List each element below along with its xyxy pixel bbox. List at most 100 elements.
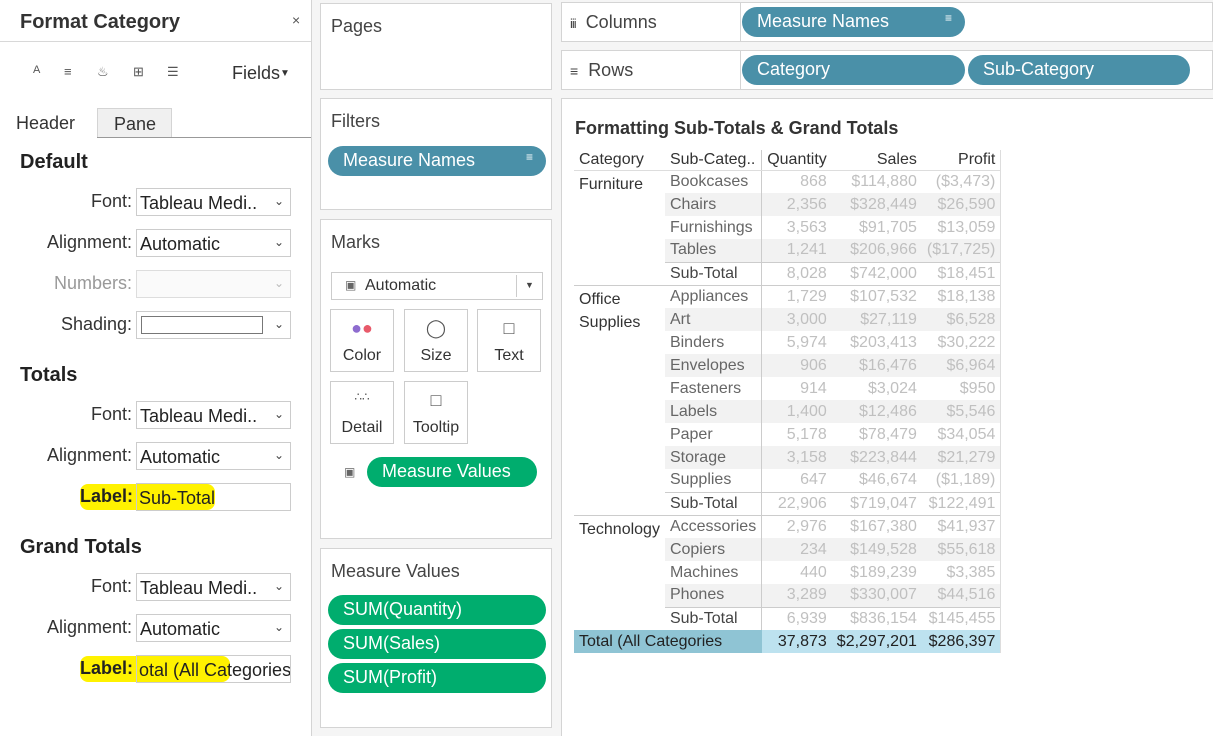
totals-alignment-select[interactable]: Automatic ⌄	[136, 442, 291, 470]
value-cell[interactable]: ($3,473)	[921, 170, 1002, 193]
value-cell[interactable]: $18,138	[921, 284, 1002, 308]
value-cell[interactable]: 906	[761, 354, 832, 377]
value-cell[interactable]: 3,289	[761, 584, 832, 607]
value-cell[interactable]: $114,880	[851, 172, 917, 190]
value-cell[interactable]: ($17,725)	[921, 239, 1002, 262]
value-cell[interactable]: $742,000	[831, 261, 922, 285]
value-cell[interactable]: 6,939	[761, 606, 832, 630]
value-cell[interactable]: $203,413	[850, 333, 917, 351]
rows-pill-category[interactable]: Category	[742, 55, 965, 85]
tooltip-button[interactable]: □ Tooltip	[404, 381, 468, 444]
value-cell[interactable]: $5,546	[921, 400, 1002, 423]
sub-category-cell[interactable]: Labels	[664, 400, 763, 423]
value-cell[interactable]: $206,966	[831, 239, 922, 262]
value-cell[interactable]: $27,119	[831, 308, 922, 331]
category-cell[interactable]: Technology	[574, 514, 665, 630]
value-cell[interactable]: $3,024	[867, 379, 917, 397]
pill-sum-quantity[interactable]: SUM(Quantity)	[328, 595, 546, 625]
value-cell[interactable]: $6,964	[921, 354, 1002, 377]
grand-totals-label-input[interactable]: otal (All Categories	[136, 655, 291, 683]
mark-type-select[interactable]: ▣ Automatic ▼	[331, 272, 543, 300]
rows-shelf[interactable]: ≡ Rows Category Sub-Category	[561, 50, 1213, 90]
sub-category-cell[interactable]: Chairs	[664, 193, 763, 216]
sub-category-cell[interactable]: Fasteners	[664, 377, 763, 400]
value-cell[interactable]: $149,528	[831, 538, 922, 561]
value-cell[interactable]: $41,937	[921, 514, 1002, 538]
value-cell[interactable]: $34,054	[921, 423, 1002, 446]
sub-category-cell[interactable]: Bookcases	[664, 170, 763, 193]
tab-header[interactable]: Header	[0, 108, 97, 138]
value-cell[interactable]: $46,674	[859, 471, 917, 489]
value-cell[interactable]: 1,241	[761, 239, 832, 262]
value-cell[interactable]: 914	[800, 379, 827, 397]
sub-category-cell[interactable]: Art	[664, 308, 763, 331]
tab-pane[interactable]: Pane	[97, 108, 172, 138]
grand-totals-alignment-select[interactable]: Automatic ⌄	[136, 614, 291, 642]
text-button[interactable]: □ Text	[477, 309, 541, 372]
detail-button[interactable]: ∴∴ Detail	[330, 381, 394, 444]
sub-category-cell[interactable]: Furnishings	[664, 216, 763, 239]
value-cell[interactable]: 1,400	[761, 400, 832, 423]
column-header[interactable]: Profit	[921, 150, 1002, 171]
value-cell[interactable]: $167,380	[831, 514, 922, 538]
column-header[interactable]: Quantity	[761, 150, 832, 171]
value-cell[interactable]: $44,516	[921, 584, 1002, 607]
sub-category-cell[interactable]: Binders	[664, 331, 763, 354]
value-cell[interactable]: 5,178	[786, 425, 827, 443]
value-cell[interactable]: ($1,189)	[921, 469, 1002, 492]
columns-shelf[interactable]: iii Columns Measure Names ≡	[561, 2, 1213, 42]
grand-total-value[interactable]: 37,873	[761, 630, 832, 653]
sub-category-cell[interactable]: Machines	[664, 561, 763, 584]
pages-shelf[interactable]: Pages	[320, 3, 552, 90]
value-cell[interactable]: $145,455	[921, 606, 1002, 630]
value-cell[interactable]: $18,451	[921, 261, 1002, 285]
value-cell[interactable]: $950	[921, 377, 1002, 400]
size-button[interactable]: ◯ Size	[404, 309, 468, 372]
close-icon[interactable]: ×	[292, 12, 301, 28]
filter-pill-measure-names[interactable]: Measure Names ≡	[328, 146, 546, 176]
category-cell[interactable]: Furniture	[574, 170, 665, 285]
value-cell[interactable]: $91,705	[859, 218, 917, 236]
default-shading-select[interactable]: ⌄	[136, 311, 291, 339]
sub-category-cell[interactable]: Envelopes	[664, 354, 763, 377]
value-cell[interactable]: 3,563	[786, 218, 827, 236]
value-cell[interactable]: $836,154	[831, 606, 922, 630]
sub-category-cell[interactable]: Supplies	[664, 469, 763, 492]
value-cell[interactable]: 5,974	[786, 333, 827, 351]
column-header[interactable]: Sales	[831, 150, 922, 171]
value-cell[interactable]: 868	[800, 172, 827, 190]
rows-pill-sub-category[interactable]: Sub-Category	[968, 55, 1190, 85]
value-cell[interactable]: 440	[800, 563, 827, 581]
value-cell[interactable]: 22,906	[761, 491, 832, 515]
value-cell[interactable]: 3,158	[761, 446, 832, 469]
value-cell[interactable]: $16,476	[831, 354, 922, 377]
sub-category-cell[interactable]: Accessories	[664, 514, 763, 538]
value-cell[interactable]: 1,729	[761, 284, 832, 308]
value-cell[interactable]: $21,279	[921, 446, 1002, 469]
subtotal-label[interactable]: Sub-Total	[664, 261, 763, 285]
value-cell[interactable]: $78,479	[859, 425, 917, 443]
value-cell[interactable]: 2,356	[761, 193, 832, 216]
value-cell[interactable]: $13,059	[921, 216, 1002, 239]
grand-totals-font-select[interactable]: Tableau Medi.. ⌄	[136, 573, 291, 601]
value-cell[interactable]: 8,028	[761, 261, 832, 285]
value-cell[interactable]: 647	[800, 471, 827, 489]
value-cell[interactable]: $719,047	[831, 491, 922, 515]
sub-category-cell[interactable]: Tables	[664, 239, 763, 262]
lines-icon[interactable]: ☰	[167, 64, 179, 79]
borders-icon[interactable]: ⊞	[133, 64, 144, 79]
sub-category-cell[interactable]: Copiers	[664, 538, 763, 561]
value-cell[interactable]: 234	[761, 538, 832, 561]
value-cell[interactable]: $26,590	[921, 193, 1002, 216]
value-cell[interactable]: 2,976	[761, 514, 832, 538]
marks-pill-measure-values[interactable]: Measure Values	[367, 457, 537, 487]
subtotal-label[interactable]: Sub-Total	[664, 491, 763, 515]
subtotal-label[interactable]: Sub-Total	[664, 606, 763, 630]
grand-total-label[interactable]: Total (All Categories	[574, 630, 762, 653]
sub-category-cell[interactable]: Storage	[664, 446, 763, 469]
pill-sum-sales[interactable]: SUM(Sales)	[328, 629, 546, 659]
category-cell[interactable]: Office Supplies	[574, 284, 665, 515]
totals-label-input[interactable]: Sub-Total	[136, 483, 291, 511]
alignment-icon[interactable]: ≡	[64, 64, 72, 79]
color-button[interactable]: ●● Color	[330, 309, 394, 372]
